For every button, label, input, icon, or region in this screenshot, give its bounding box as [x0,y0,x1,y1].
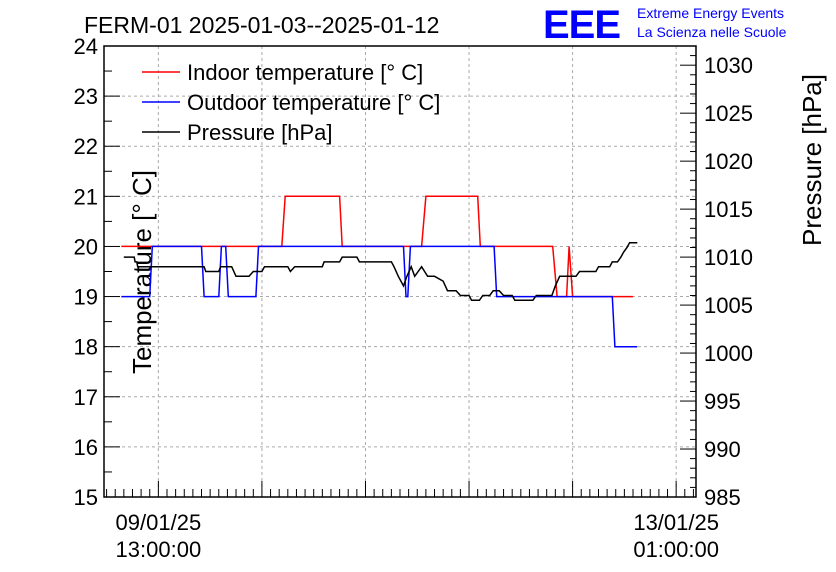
y2-tick-label: 1030 [704,53,753,78]
legend-label-3: Pressure [hPa] [187,120,333,145]
series-line-3 [123,241,638,302]
chart-title: FERM-01 2025-01-03--2025-01-12 [84,12,439,38]
x-tick-label-time: 13:00:00 [116,537,202,562]
y2-tick-label: 1015 [704,197,753,222]
y2-tick-label: 1000 [704,341,753,366]
y-axis-label: Temperature [° C] [127,170,157,374]
legend: Indoor temperature [° C] Outdoor temperat… [142,60,440,145]
x-tick-label-time: 01:00:00 [633,537,719,562]
y2-tick-label: 1005 [704,293,753,318]
eee-logo: EEE [543,3,620,47]
y2-tick-label: 1020 [704,149,753,174]
y2-tick-label: 1025 [704,101,753,126]
y2-tick-label: 985 [704,485,741,510]
y2-tick-label: 995 [704,389,741,414]
axes: 15 16 17 18 19 20 21 22 23 24 985 990 995 1000 1005 101… [74,34,753,562]
logo-subtitle-line1: Extreme Energy Events [637,5,784,21]
series-line-1 [121,195,633,298]
y-tick-label: 22 [74,134,98,159]
x-tick-label-date: 13/01/25 [633,510,719,535]
y-tick-label: 21 [74,184,98,209]
legend-label-2: Outdoor temperature [° C] [187,90,440,115]
y-tick-label: 17 [74,385,98,410]
x-tick-label-date: 09/01/25 [116,510,202,535]
y-tick-label: 24 [74,34,98,59]
series-layer [121,195,638,348]
y2-axis-label: Pressure [hPa] [797,74,827,246]
legend-label-1: Indoor temperature [° C] [187,60,423,85]
y2-tick-label: 990 [704,437,741,462]
y-tick-label: 16 [74,435,98,460]
y-tick-label: 19 [74,285,98,310]
y-tick-label: 20 [74,234,98,259]
y-tick-label: 23 [74,84,98,109]
y-tick-label: 15 [74,485,98,510]
logo-subtitle-line2: La Scienza nelle Scuole [637,24,787,40]
y-tick-label: 18 [74,335,98,360]
y2-tick-label: 1010 [704,245,753,270]
